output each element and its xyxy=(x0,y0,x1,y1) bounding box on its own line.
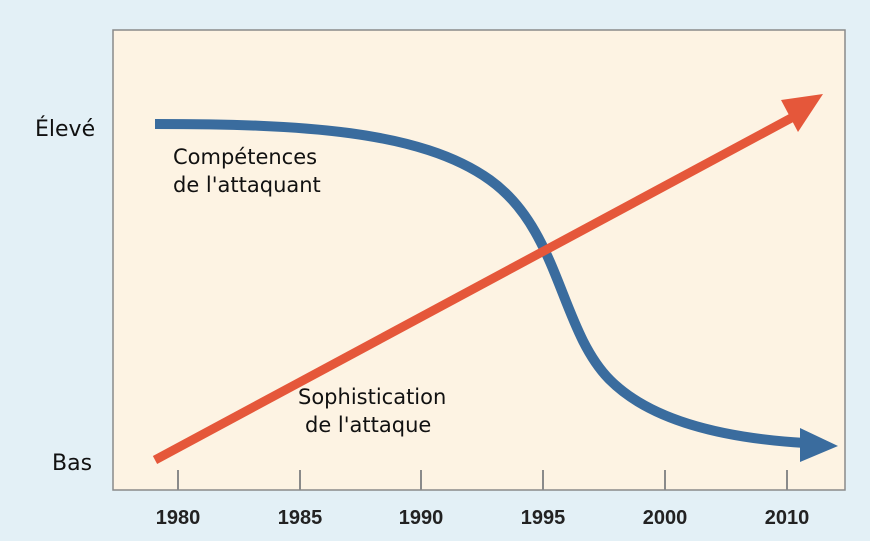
x-label: 1985 xyxy=(278,507,323,529)
curve-label: de l'attaque xyxy=(305,413,431,437)
skills-arrowhead xyxy=(800,428,838,462)
y-label: Bas xyxy=(52,451,92,476)
curve-label: de l'attaquant xyxy=(173,173,321,197)
sophistication-line xyxy=(152,112,798,464)
curve-label: Sophistication xyxy=(298,385,446,409)
y-label: Élevé xyxy=(35,116,95,142)
x-label: 2010 xyxy=(765,507,810,529)
x-label: 2000 xyxy=(643,507,688,529)
x-label: 1995 xyxy=(521,507,566,529)
x-label: 1990 xyxy=(399,507,444,529)
curve-label: Compétences xyxy=(173,145,317,169)
x-label: 1980 xyxy=(156,507,201,529)
sophistication-arrowhead xyxy=(781,94,823,132)
x-ticks xyxy=(177,470,788,490)
